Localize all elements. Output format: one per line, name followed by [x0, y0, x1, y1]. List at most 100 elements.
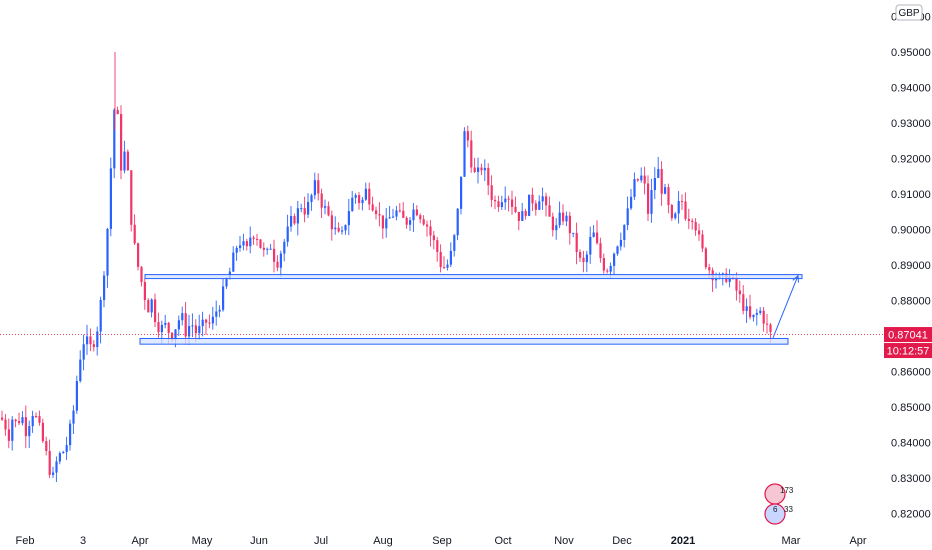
- candle: [293, 213, 296, 226]
- candle: [364, 182, 367, 201]
- last-price-label: 0.87041: [888, 330, 928, 342]
- candle: [653, 167, 656, 200]
- candle: [327, 201, 330, 217]
- projection-arrow-head: [792, 274, 799, 283]
- candle: [232, 246, 235, 273]
- candle: [45, 436, 48, 456]
- candle: [320, 188, 323, 218]
- candle: [106, 227, 109, 288]
- candle: [422, 215, 425, 226]
- candle: [351, 191, 354, 212]
- time-tick-label: Nov: [554, 535, 574, 547]
- candle: [395, 205, 398, 221]
- candle: [398, 203, 401, 213]
- candle: [82, 334, 85, 371]
- candle: [4, 414, 7, 436]
- candle: [177, 315, 180, 337]
- candle: [589, 226, 592, 264]
- candle: [41, 418, 44, 444]
- candle: [568, 211, 571, 245]
- candle: [137, 242, 140, 271]
- candle: [579, 249, 582, 263]
- candle: [419, 213, 422, 224]
- candle: [235, 245, 238, 261]
- candle: [490, 175, 493, 208]
- price-tick-label: 0.88000: [891, 296, 931, 308]
- price-tick-label: 0.93000: [891, 118, 931, 130]
- candle: [259, 239, 262, 249]
- candle: [130, 170, 133, 232]
- candle: [198, 314, 201, 340]
- candle: [640, 167, 643, 183]
- candle: [307, 193, 310, 219]
- candle: [143, 278, 146, 310]
- projection-arrow[interactable]: [772, 275, 799, 338]
- candle: [596, 220, 599, 245]
- price-tick-label: 0.89000: [891, 260, 931, 272]
- candle: [385, 207, 388, 238]
- candle: [738, 280, 741, 303]
- resistance-zone[interactable]: [144, 274, 803, 280]
- candle: [147, 298, 150, 313]
- candle: [184, 302, 187, 345]
- candle: [317, 173, 320, 201]
- candle: [426, 220, 429, 237]
- ideas-badge-icon[interactable]: 173 6 33: [764, 483, 794, 525]
- candle: [28, 420, 31, 448]
- candle: [113, 108, 116, 179]
- support-zone[interactable]: [139, 337, 789, 345]
- candle: [636, 178, 639, 182]
- candle: [463, 127, 466, 178]
- candle: [762, 307, 765, 332]
- candle: [582, 250, 585, 273]
- price-tick-label: 0.91000: [891, 189, 931, 201]
- candle: [96, 326, 99, 356]
- price-axis[interactable]: 0.82000 0.83000 0.84000 0.85000 0.86000 0.880…: [891, 12, 931, 521]
- time-axis[interactable]: Feb 3 Apr May Jun Jul Aug Sep Oct Nov Dec 2021 Mar Ap…: [16, 535, 867, 547]
- candle: [191, 313, 194, 338]
- candle: [211, 306, 214, 330]
- candle: [381, 215, 384, 239]
- candle: [528, 194, 531, 217]
- candle: [154, 293, 157, 328]
- time-tick-label: 2021: [671, 535, 695, 547]
- candle: [55, 456, 58, 482]
- candle: [531, 187, 534, 212]
- candle: [409, 216, 412, 231]
- candle: [21, 411, 24, 426]
- candle: [752, 314, 755, 322]
- candle: [633, 172, 636, 200]
- time-tick-label: Apr: [131, 535, 148, 547]
- candle: [674, 211, 677, 220]
- candle: [273, 239, 276, 273]
- candle: [613, 252, 616, 275]
- time-tick-label: 3: [80, 535, 86, 547]
- candle: [18, 412, 21, 426]
- time-tick-label: Apr: [849, 535, 866, 547]
- candles: [1, 52, 772, 482]
- candle: [120, 105, 123, 180]
- candle: [109, 157, 112, 237]
- candle: [375, 206, 378, 220]
- last-price-tag: 0.87041: [884, 327, 932, 343]
- candle: [551, 212, 554, 237]
- candle: [14, 418, 17, 428]
- candle: [140, 266, 143, 287]
- price-tick-label: 0.86000: [891, 367, 931, 379]
- candle: [558, 201, 561, 229]
- candle: [460, 176, 463, 215]
- candle: [555, 218, 558, 240]
- candle: [466, 125, 469, 148]
- candle: [31, 410, 34, 433]
- candle: [79, 350, 82, 383]
- candle: [470, 130, 473, 173]
- candle: [133, 214, 136, 246]
- candle: [89, 328, 92, 352]
- candle: [126, 149, 129, 171]
- candle: [660, 161, 663, 206]
- currency-tag[interactable]: GBP: [895, 4, 923, 21]
- candle: [269, 243, 272, 250]
- candle: [157, 312, 160, 338]
- candle: [504, 186, 507, 210]
